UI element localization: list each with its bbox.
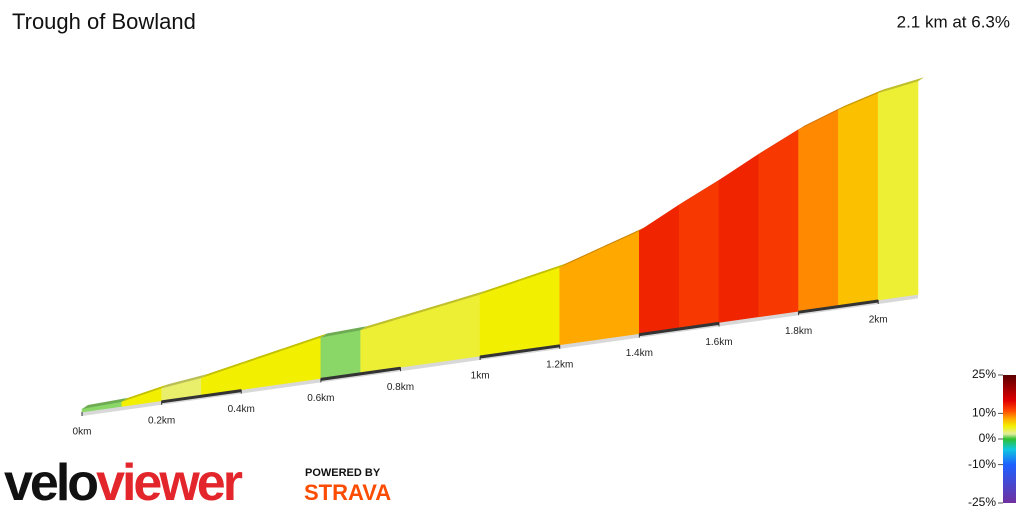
tick-band [798,299,879,314]
tick-band [479,344,560,359]
gradient-segment [280,337,322,385]
gradient-segment [877,80,919,301]
x-tick-label: 0.8km [387,382,414,393]
gradient-segment [320,329,361,379]
segment-top [679,176,725,205]
logo: veloviewer [4,454,243,512]
segment-top [758,125,805,155]
segment-top [519,263,566,282]
logo-dark: velo [4,454,97,512]
colorbar-label: 10% [972,406,996,420]
gradient-segment [519,267,561,351]
colorbar-label: -10% [968,457,996,471]
gradient-segment [758,129,799,318]
x-tick-label: 0.6km [307,393,334,404]
x-tick-label: 0.4km [228,404,255,415]
x-tick-label: 1.6km [705,337,732,348]
tick-band [161,389,242,404]
segment-top [559,245,606,268]
tick-band [639,321,720,337]
x-tick-label: 1.2km [546,359,573,370]
segment-top [440,290,487,307]
segment-top [121,384,168,402]
tick-band [320,366,401,381]
gradient-segment [678,179,720,329]
segment-top [161,373,208,389]
segment-top [82,397,128,409]
segment-top [639,200,686,232]
chart-subtitle: 2.1 km at 6.3% [897,12,1010,31]
gradient-segment [718,153,760,323]
colorbar-label: 0% [979,431,997,445]
x-tick-label: 1.4km [626,348,653,359]
segment-top [400,302,447,319]
colorbar-label: 25% [972,367,996,381]
strava-logo: STRAVA [304,480,391,505]
segment-top [241,346,288,365]
x-tick-label: 1km [471,371,490,382]
logo-red: viewer [96,454,243,512]
chart-title: Trough of Bowland [12,9,196,34]
x-tick-label: 0km [73,427,92,438]
segment-top [838,89,885,110]
segment-top [878,77,924,94]
segment-top [320,326,367,338]
segment-top [360,314,407,331]
segment-top [201,360,248,378]
x-tick-label: 1.8km [785,326,812,337]
gradient-segment [639,204,680,334]
colorbar-label: -25% [968,495,996,509]
x-tick-label: 2km [869,315,888,326]
gradient-segment [798,109,839,312]
segment-top [718,150,765,181]
gradient-segment [599,230,640,340]
colorbar [1003,375,1016,503]
profile: 0km 0.2km 0.4km 0.6km 0.8km 1km 1.2km 1.4km 1.6k… [73,77,924,438]
segment-top [480,277,526,295]
x-tick-label: 0.2km [148,415,175,426]
segment-top [798,105,845,130]
gradient-segment [838,92,879,306]
segment-top [281,333,327,351]
segment-top [599,227,646,250]
powered-by: POWERED BY [305,467,381,479]
